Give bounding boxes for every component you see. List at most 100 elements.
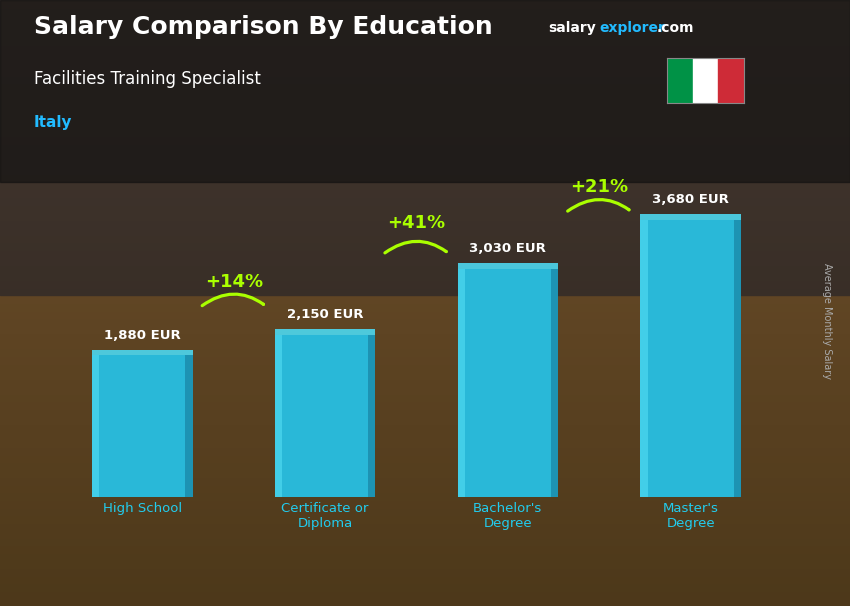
Bar: [0, 273, 850, 280]
Bar: [0, 45, 850, 53]
Bar: [0, 91, 850, 98]
Bar: [0, 15, 850, 22]
Bar: [0, 189, 850, 197]
Bar: [0, 356, 850, 364]
Bar: [0, 439, 850, 447]
Bar: [0, 128, 850, 136]
Bar: [0, 462, 850, 470]
Text: .com: .com: [657, 21, 694, 35]
Bar: [0, 379, 850, 387]
Bar: [0, 68, 850, 76]
Text: +21%: +21%: [570, 178, 628, 196]
Bar: [0, 568, 850, 576]
Text: +14%: +14%: [205, 273, 263, 291]
Bar: [0, 371, 850, 379]
Bar: [275, 330, 376, 335]
Bar: [0, 561, 850, 568]
Bar: [0, 522, 850, 530]
Bar: [0, 152, 850, 159]
Bar: [0, 348, 850, 356]
Bar: [0, 318, 850, 325]
Bar: [457, 263, 558, 269]
Bar: [0, 175, 850, 182]
Bar: [0, 303, 850, 310]
Bar: [0, 84, 850, 91]
Bar: [0, 545, 850, 553]
Text: 3,680 EUR: 3,680 EUR: [652, 193, 729, 206]
Bar: [185, 355, 193, 497]
Bar: [0, 159, 850, 167]
Bar: [0, 227, 850, 235]
Bar: [0, 515, 850, 522]
Bar: [0, 144, 850, 152]
Bar: [0, 341, 850, 348]
Bar: [693, 58, 718, 103]
Bar: [0, 387, 850, 394]
Bar: [0, 401, 850, 409]
Bar: [0, 220, 850, 227]
Bar: [640, 214, 741, 220]
Bar: [0, 0, 850, 182]
Bar: [0, 576, 850, 583]
Bar: [0, 311, 850, 318]
Bar: [0, 167, 850, 175]
Bar: [0, 492, 850, 500]
Text: Facilities Training Specialist: Facilities Training Specialist: [34, 70, 261, 88]
Bar: [0, 553, 850, 561]
Bar: [0, 0, 850, 7]
Bar: [0, 417, 850, 424]
Bar: [0, 38, 850, 45]
Bar: [0, 326, 850, 333]
Text: +41%: +41%: [388, 214, 445, 232]
Bar: [0, 394, 850, 401]
Text: 2,150 EUR: 2,150 EUR: [286, 308, 363, 321]
Bar: [0, 258, 850, 265]
Bar: [275, 335, 376, 497]
Bar: [457, 269, 558, 497]
Bar: [0, 76, 850, 83]
FancyArrowPatch shape: [202, 294, 264, 305]
Bar: [0, 538, 850, 545]
Bar: [640, 220, 741, 497]
Bar: [0, 197, 850, 205]
Bar: [734, 220, 741, 497]
Bar: [718, 58, 744, 103]
Bar: [0, 114, 850, 121]
Bar: [0, 61, 850, 68]
Bar: [0, 470, 850, 478]
Text: Italy: Italy: [34, 115, 72, 130]
Text: Average Monthly Salary: Average Monthly Salary: [822, 263, 832, 379]
Bar: [0, 204, 850, 212]
Bar: [0, 530, 850, 538]
Bar: [0, 182, 850, 189]
Bar: [640, 220, 648, 497]
Bar: [0, 508, 850, 515]
Bar: [92, 350, 193, 355]
Bar: [92, 355, 99, 497]
Bar: [457, 269, 465, 497]
Bar: [0, 447, 850, 454]
Text: salary: salary: [548, 21, 596, 35]
Text: 3,030 EUR: 3,030 EUR: [469, 242, 547, 255]
Bar: [0, 288, 850, 296]
Text: explorer: explorer: [599, 21, 665, 35]
Bar: [0, 250, 850, 258]
Bar: [0, 8, 850, 15]
Bar: [0, 23, 850, 30]
Bar: [0, 485, 850, 492]
Bar: [0, 296, 850, 303]
Bar: [0, 478, 850, 485]
Text: Salary Comparison By Education: Salary Comparison By Education: [34, 15, 493, 39]
Bar: [0, 98, 850, 106]
Bar: [0, 599, 850, 606]
Bar: [0, 242, 850, 250]
Bar: [0, 30, 850, 38]
Bar: [551, 269, 558, 497]
Bar: [368, 335, 376, 497]
Text: High School: High School: [103, 502, 182, 514]
Bar: [0, 424, 850, 431]
Bar: [0, 235, 850, 242]
FancyArrowPatch shape: [568, 199, 629, 211]
Text: 1,880 EUR: 1,880 EUR: [104, 329, 181, 342]
Bar: [0, 121, 850, 129]
